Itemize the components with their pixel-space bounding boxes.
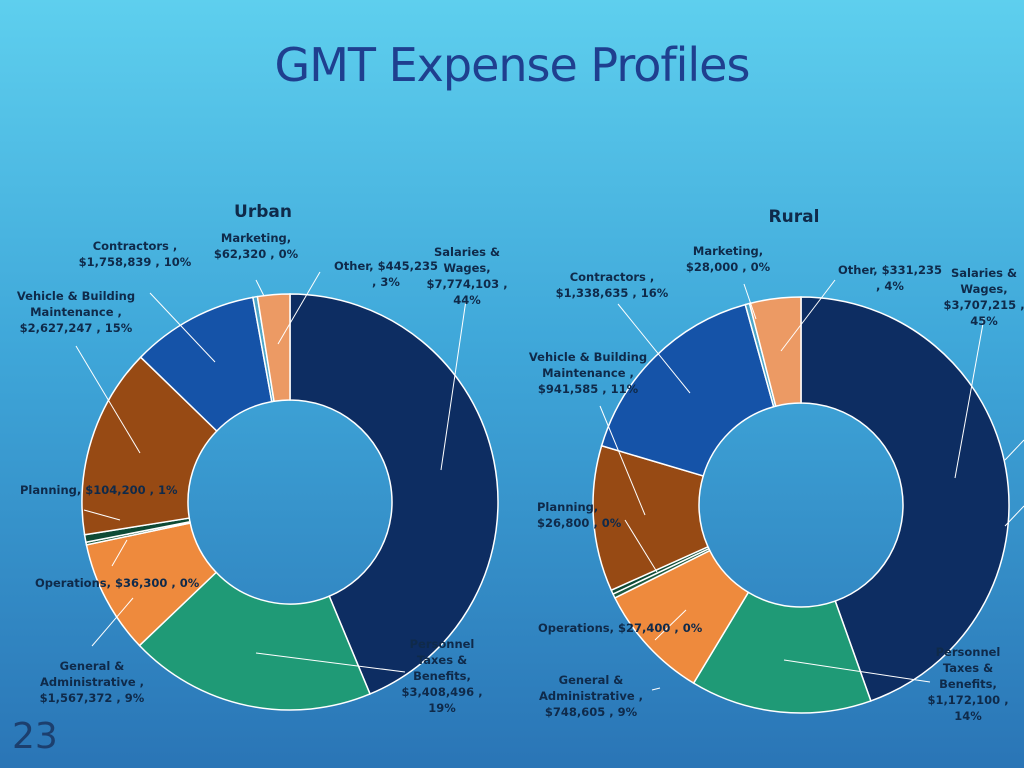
donut-rural: Rural Salaries & Wages, $3,707,215 , 45% Pers… [529,207,1024,723]
data-label-other: Other, $331,235, 4% [838,263,942,293]
data-label-marketing: Marketing, $62,320 , 0% [214,231,299,261]
leader-line [111,539,128,567]
data-label-operations: Operations, $36,300 , 0% [35,576,200,590]
data-label-salaries-wages: Salaries & Wages, $3,707,215 , 45% [943,266,1024,328]
page-number: 23 [12,716,58,757]
leader-line [780,279,836,352]
data-label-personnel-taxes-benefits: Personnel Taxes & Benefits, $3,408,496 , 19% [401,637,482,715]
leader-line [651,687,661,691]
data-label-planning: Planning, $26,800 , 0% [537,500,622,530]
chart-title: Urban [234,202,292,222]
slice-salaries-wages [289,293,499,695]
leader-line [954,317,985,479]
data-label-marketing: Marketing, $28,000 , 0% [686,244,771,274]
slice-personnel-taxes-benefits [692,591,872,714]
data-label-general-administrative: General & Administrative , $1,567,372 , 9% [40,659,145,705]
data-label-operations: Operations, $27,400 , 0% [538,621,703,635]
leader-line [654,609,687,641]
decor-line [1004,439,1024,461]
leader-line [91,597,134,647]
slide-title: GMT Expense Profiles [274,38,751,92]
leader-line [440,299,467,471]
decor-line [1004,505,1024,527]
leader-line [75,345,141,454]
data-label-contractors: Contractors , $1,758,839 , 10% [79,239,192,269]
data-label-vehicle-building-maintenance: Vehicle & Building Maintenance , $2,627,24… [17,289,135,335]
leader-line [617,303,691,394]
data-label-other: Other, $445,235, 3% [334,259,438,289]
data-label-personnel-taxes-benefits: Personnel Taxes & Benefits, $1,172,100 , 14% [927,645,1008,723]
data-label-vehicle-building-maintenance: Vehicle & Building Maintenance , $941,585 … [529,350,647,396]
leader-line [149,292,216,363]
leader-line [83,509,121,521]
donut-urban: Urban Salaries & Wages, $7,774,103 , 44% Pers… [17,202,508,715]
slice-other [256,293,291,403]
leader-line [743,283,757,320]
slice-personnel-taxes-benefits [138,571,372,711]
leader-line [277,271,321,345]
data-label-contractors: Contractors , $1,338,635 , 16% [556,270,669,300]
leader-line [783,659,931,683]
leader-line [624,519,658,573]
slice-salaries-wages [800,296,1010,702]
slice-vehicle-building-maintenance [81,356,218,536]
chart-title: Rural [769,207,820,227]
leader-line [255,652,406,673]
data-label-salaries-wages: Salaries & Wages, $7,774,103 , 44% [426,245,507,307]
leader-line [255,279,265,297]
data-label-planning: Planning, $104,200 , 1% [20,483,178,497]
slice-other [748,296,802,408]
leader-line [599,405,646,516]
data-label-general-administrative: General & Administrative , $748,605 , 9% [539,673,643,719]
